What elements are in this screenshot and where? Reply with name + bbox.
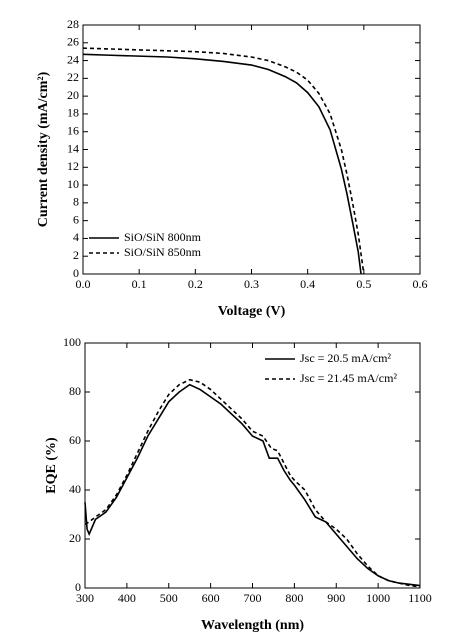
x-tick-label: 800 [285,591,303,605]
x-tick-label: 0.6 [413,277,428,291]
y-tick-label: 20 [69,531,81,545]
y-tick-label: 6 [73,212,79,226]
y-axis-label: Current density (mA/cm²) [36,71,51,227]
series-line [84,378,421,588]
x-tick-label: 0.2 [188,277,203,291]
x-tick-label: 0.5 [356,277,371,291]
series-line [84,383,421,587]
legend-label: SiO/SiN 850nm [124,245,202,259]
y-tick-label: 14 [67,141,79,155]
x-tick-label: 400 [118,591,136,605]
y-axis-label: EQE (%) [44,437,59,494]
x-tick-label: 1100 [408,591,432,605]
x-axis-label: Voltage (V) [218,304,286,319]
y-tick-label: 12 [67,159,79,173]
y-tick-label: 2 [73,248,79,262]
y-tick-label: 40 [69,482,81,496]
x-tick-label: 500 [160,591,178,605]
y-tick-label: 28 [67,17,79,31]
chart: 0.0 0.1 0.2 0.3 0.4 0.5 0.60246810121416182022… [36,17,427,319]
x-axis-label: Wavelength (nm) [201,618,304,633]
x-tick-label: 0.0 [76,277,91,291]
y-tick-label: 4 [73,230,79,244]
y-tick-label: 10 [67,177,79,191]
x-tick-label: 700 [244,591,262,605]
series-line [82,53,362,275]
y-tick-label: 8 [73,195,79,209]
x-tick-label: 900 [327,591,345,605]
x-tick-label: 0.1 [132,277,147,291]
legend-label: Jsc = 21.45 mA/cm² [300,371,397,385]
x-tick-label: 0.4 [300,277,315,291]
y-tick-label: 0 [75,580,81,594]
x-tick-label: 0.3 [244,277,259,291]
legend-label: SiO/SiN 800nm [124,230,202,244]
chart: 300 400 500 600 700 800 900 1000 1100 0 20 40 60 80 10… [44,335,432,633]
y-tick-label: 20 [67,88,79,102]
y-tick-label: 26 [67,35,79,49]
series-line [82,47,365,275]
y-tick-label: 100 [63,335,81,349]
y-tick-label: 24 [67,52,79,66]
x-tick-label: 300 [76,591,94,605]
y-tick-label: 18 [67,106,79,120]
x-tick-label: 600 [202,591,220,605]
y-tick-label: 22 [67,70,79,84]
y-tick-label: 0 [73,266,79,280]
x-tick-label: 1000 [366,591,390,605]
y-tick-label: 60 [69,433,81,447]
y-tick-label: 16 [67,123,79,137]
y-tick-label: 80 [69,384,81,398]
legend-label: Jsc = 20.5 mA/cm² [300,351,391,365]
